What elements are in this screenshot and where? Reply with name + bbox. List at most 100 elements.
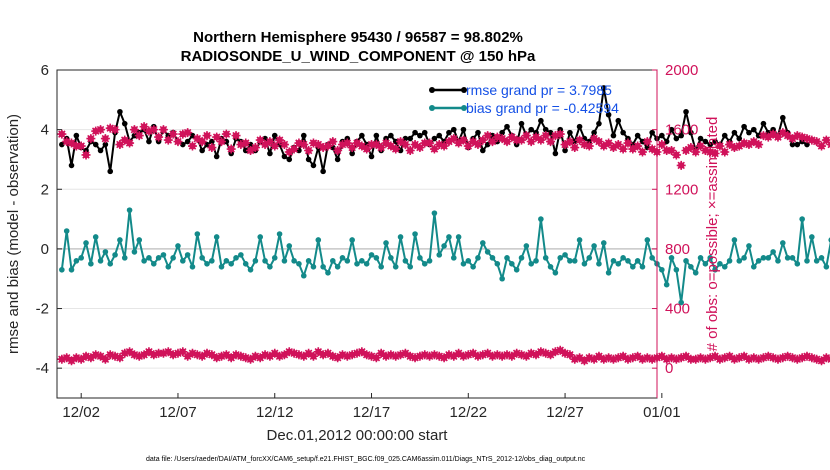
point-bias — [630, 264, 636, 270]
point-rmse — [721, 132, 728, 139]
point-rmse — [431, 135, 438, 142]
point-possible-count-star — [362, 350, 372, 360]
point-bias — [692, 269, 699, 276]
point-bias — [441, 243, 447, 249]
point-assimilated-count-star — [783, 131, 793, 141]
point-bias — [136, 237, 143, 243]
point-bias — [402, 258, 409, 264]
point-possible-count-star — [120, 348, 130, 358]
point-possible-count-star — [415, 351, 425, 361]
point-assimilated-count-star — [425, 138, 435, 148]
point-possible-count-star — [633, 351, 643, 361]
y-axis-label-right: # of obs: o=possible; ×=assimilated — [704, 117, 721, 352]
point-rmse — [310, 162, 317, 169]
point-assimilated-count-star — [754, 140, 764, 150]
point-bias — [533, 258, 539, 264]
point-assimilated-count-star — [749, 137, 759, 147]
point-assimilated-count-star — [308, 138, 318, 148]
point-rmse — [305, 156, 312, 163]
point-assimilated-count-star — [217, 137, 227, 147]
point-bias — [194, 231, 201, 237]
point-rmse — [417, 132, 423, 139]
point-possible-count-star — [589, 354, 599, 364]
point-assimilated-count-star — [391, 144, 401, 154]
point-possible-count-star — [725, 351, 735, 361]
point-assimilated-count-star — [168, 129, 178, 139]
point-possible-count-star — [458, 351, 468, 361]
point-possible-count-star — [812, 354, 822, 364]
point-possible-count-star — [502, 350, 512, 360]
point-possible-count-star — [715, 354, 725, 364]
point-assimilated-count-star — [410, 140, 420, 150]
point-bias — [504, 255, 510, 261]
point-assimilated-count-star — [86, 134, 96, 144]
point-assimilated-count-star — [250, 143, 260, 153]
point-assimilated-count-star — [115, 140, 125, 150]
point-assimilated-count-star — [231, 131, 241, 141]
point-bias — [542, 255, 549, 261]
y-tick-label-left: 6 — [41, 62, 49, 79]
point-bias — [213, 234, 220, 240]
point-bias — [320, 264, 326, 270]
point-rmse — [73, 132, 80, 139]
point-bias — [330, 258, 336, 264]
point-assimilated-count-star — [575, 135, 585, 145]
point-bias — [663, 281, 670, 288]
point-bias — [155, 255, 162, 261]
point-assimilated-count-star — [676, 160, 686, 170]
point-bias — [731, 237, 738, 243]
point-possible-count-star — [613, 353, 623, 363]
point-assimilated-count-star — [192, 134, 202, 144]
point-assimilated-count-star — [371, 140, 381, 150]
point-possible-count-star — [217, 351, 227, 361]
point-bias — [170, 255, 176, 261]
point-assimilated-count-star — [691, 147, 701, 157]
point-assimilated-count-star — [178, 129, 188, 139]
point-assimilated-count-star — [260, 140, 270, 150]
point-assimilated-count-star — [700, 146, 710, 156]
point-assimilated-count-star — [541, 131, 551, 141]
point-possible-count-star — [734, 353, 744, 363]
point-rmse — [92, 141, 99, 148]
point-possible-count-star — [628, 353, 638, 363]
point-rmse — [794, 141, 801, 148]
point-possible-count-star — [483, 348, 493, 358]
point-bias — [755, 258, 762, 264]
point-assimilated-count-star — [279, 140, 289, 150]
point-assimilated-count-star — [637, 147, 647, 157]
point-bias — [131, 249, 138, 255]
point-bias — [581, 261, 588, 267]
point-possible-count-star — [371, 353, 381, 363]
point-bias — [223, 258, 230, 264]
point-possible-count-star — [444, 350, 454, 360]
point-assimilated-count-star — [599, 141, 609, 151]
point-bias — [252, 258, 259, 264]
point-assimilated-count-star — [284, 147, 294, 157]
point-bias — [383, 240, 389, 246]
point-bias — [276, 231, 283, 237]
point-possible-count-star — [758, 353, 768, 363]
point-assimilated-count-star — [604, 138, 614, 148]
point-rmse — [688, 129, 694, 136]
point-bias — [804, 258, 810, 264]
point-bias — [373, 255, 380, 261]
point-bias — [702, 261, 709, 267]
point-bias — [746, 243, 752, 249]
point-possible-count-star — [250, 351, 260, 361]
point-possible-count-star — [555, 345, 565, 355]
point-rmse — [673, 135, 680, 142]
point-possible-count-star — [637, 354, 647, 364]
point-bias — [741, 255, 747, 261]
point-bias — [547, 264, 554, 270]
point-possible-count-star — [139, 350, 149, 360]
y-tick-label-right: 800 — [665, 241, 690, 258]
point-rmse — [610, 132, 617, 139]
y-tick-label-right: 400 — [665, 301, 690, 318]
point-rmse — [620, 129, 626, 136]
point-bias — [450, 255, 457, 261]
point-possible-count-star — [163, 347, 173, 357]
point-assimilated-count-star — [821, 135, 830, 145]
point-possible-count-star — [575, 353, 585, 363]
x-tick-label: 12/07 — [159, 404, 197, 421]
